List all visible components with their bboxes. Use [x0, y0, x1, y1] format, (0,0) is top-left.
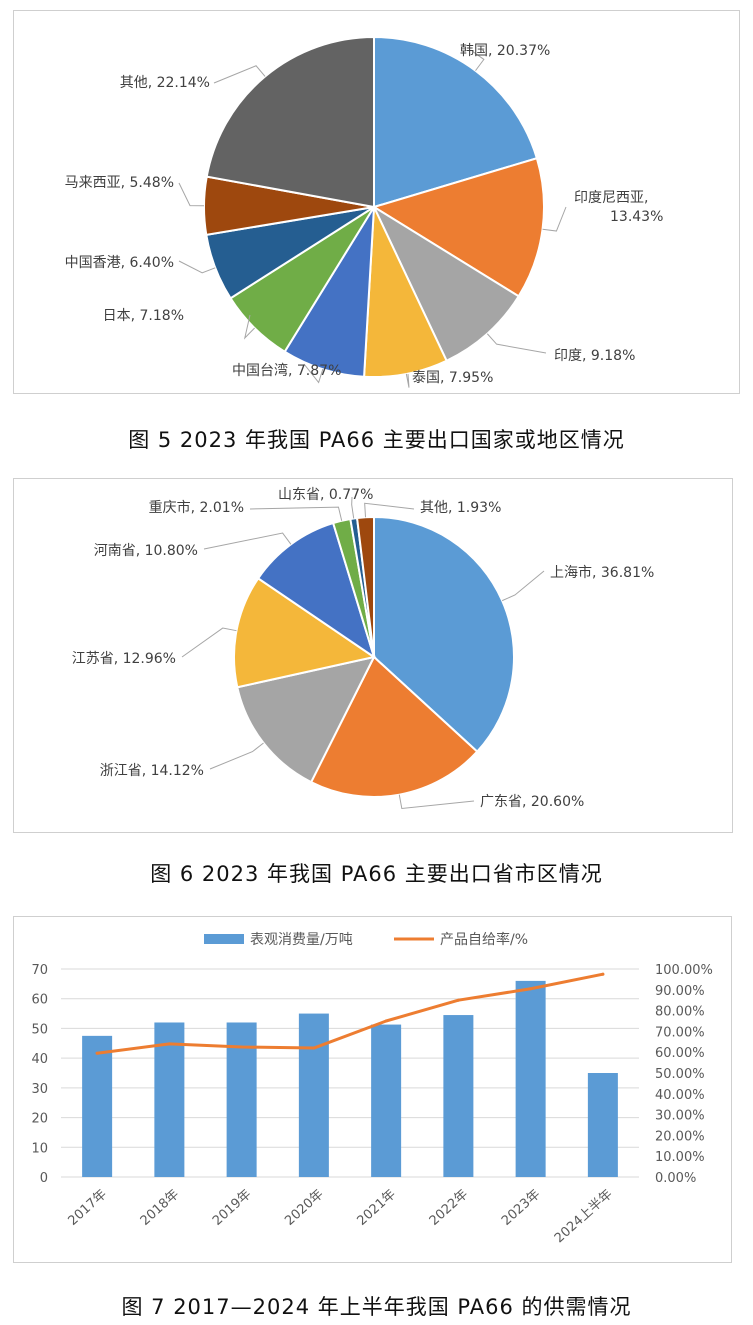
fig7-xtick-5: 2022年 [427, 1187, 471, 1229]
fig7-panel: 0 10 20 30 40 50 60 70 0.00% 10.00% 20.00% 30.00% 40… [13, 916, 732, 1263]
fig5-leader-2 [486, 333, 547, 354]
fig5-leader-6 [178, 260, 216, 274]
fig7-y2tick-4: 40.00% [655, 1088, 705, 1103]
fig6-label-5: 重庆市, 2.01% [149, 499, 244, 516]
fig5-label-3: 泰国, 7.95% [412, 370, 493, 386]
fig5-label-1: 印度尼西亚, [574, 190, 648, 206]
fig6-label-0: 上海市, 36.81% [550, 564, 654, 581]
fig6-leader-1 [398, 794, 475, 810]
fig6-slice-2 [236, 655, 376, 784]
fig7-xtick-0: 2017年 [66, 1187, 110, 1229]
fig5-pie-chart: 韩国, 20.37% 印度尼西亚, 13.43% 印度, 9.18% 泰国, 7.95%… [65, 35, 663, 388]
fig7-bar-6 [515, 980, 546, 1177]
fig5-label-0: 韩国, 20.37% [460, 43, 550, 59]
fig5-label-1-line2: 13.43% [610, 209, 663, 225]
fig7-ytick-3: 30 [31, 1082, 48, 1097]
fig6-leader-4 [203, 532, 292, 550]
fig6-caption: 图 6 2023 年我国 PA66 主要出口省市区情况 [150, 862, 603, 886]
fig7-y2tick-7: 70.00% [655, 1025, 705, 1040]
fig7-ytick-4: 40 [31, 1052, 48, 1067]
fig5-slice-0 [373, 35, 539, 209]
fig6-panel: 上海市, 36.81% 广东省, 20.60% 浙江省, 14.12% 江苏省, 12… [13, 478, 733, 833]
fig7-bar-7 [587, 1073, 618, 1177]
fig7-y2tick-8: 80.00% [655, 1005, 705, 1020]
fig6-label-2: 浙江省, 14.12% [100, 763, 204, 779]
fig5-label-5: 日本, 7.18% [103, 308, 184, 324]
fig7-y2tick-1: 10.00% [655, 1150, 705, 1165]
fig7-line-series [95, 972, 605, 1055]
fig7-line-point-0 [95, 1051, 99, 1055]
fig7-line-point-1 [167, 1042, 171, 1046]
fig7-ytick-2: 20 [31, 1112, 48, 1127]
fig7-line-point-6 [529, 987, 533, 991]
fig5-label-6: 中国香港, 6.40% [65, 255, 174, 271]
fig5-label-7: 马来西亚, 5.48% [65, 175, 174, 191]
fig5-leader-1 [542, 206, 567, 232]
fig7-xtick-4: 2021年 [355, 1187, 399, 1229]
fig6-label-4: 河南省, 10.80% [94, 543, 198, 559]
fig7-bar-0 [82, 1035, 113, 1177]
fig6-slice-0 [373, 515, 515, 754]
fig7-bar-4 [371, 1024, 402, 1177]
fig6-leader-0 [501, 570, 545, 602]
fig7-xtick-1: 2018年 [138, 1187, 182, 1229]
fig7-ytick-7: 70 [31, 963, 48, 978]
fig7-bar-5 [443, 1015, 474, 1177]
fig7-line-point-2 [240, 1045, 244, 1049]
fig7-y2tick-3: 30.00% [655, 1109, 705, 1124]
fig7-ytick-1: 10 [31, 1141, 48, 1156]
fig7-y2tick-0: 0.00% [655, 1171, 696, 1186]
fig7-y2tick-5: 50.00% [655, 1067, 705, 1082]
fig7-line-point-3 [312, 1046, 316, 1050]
fig5-leader-3 [405, 373, 410, 388]
fig7-line-point-4 [384, 1019, 388, 1023]
fig5-leader-4 [303, 363, 324, 384]
fig7-bar-3 [298, 1013, 329, 1177]
fig7-line-point-7 [601, 972, 605, 976]
fig6-leader-6 [351, 496, 355, 519]
fig5-leader-0 [471, 50, 485, 71]
fig5-slice-1 [371, 156, 545, 298]
fig7-xtick-6: 2023年 [499, 1187, 543, 1229]
fig6-leader-5 [249, 506, 343, 521]
fig6-leader-7 [364, 502, 415, 518]
fig7-ytick-5: 50 [31, 1022, 48, 1037]
fig7-legend-label-line: 产品自给率/% [440, 931, 528, 948]
fig7-legend-label-bar: 表观消费量/万吨 [250, 932, 353, 948]
fig7-bar-1 [154, 1022, 185, 1177]
fig7-ytick-0: 0 [40, 1171, 48, 1186]
fig6-label-7: 其他, 1.93% [420, 500, 501, 516]
fig6-pie-chart: 上海市, 36.81% 广东省, 20.60% 浙江省, 14.12% 江苏省, 12… [72, 487, 655, 810]
fig5-leader-5 [243, 314, 255, 340]
fig7-ytick-6: 60 [31, 993, 48, 1008]
fig6-slice-1 [309, 655, 479, 798]
fig5-label-4: 中国台湾, 7.87% [232, 362, 341, 379]
fig7-xtick-3: 2020年 [282, 1187, 326, 1229]
fig5-label-8: 其他, 22.14% [120, 75, 210, 91]
fig7-y2tick-2: 20.00% [655, 1129, 705, 1144]
fig6-leader-2 [209, 742, 264, 770]
fig6-label-6: 山东省, 0.77% [278, 487, 373, 503]
fig5-caption: 图 5 2023 年我国 PA66 主要出口国家或地区情况 [128, 428, 625, 452]
fig5-leader-7 [178, 182, 205, 207]
fig7-y2tick-6: 60.00% [655, 1046, 705, 1061]
fig7-combo-chart: 0 10 20 30 40 50 60 70 0.00% 10.00% 20.00% 30.00% 40… [31, 931, 713, 1246]
fig7-y2tick-10: 100.00% [655, 963, 713, 978]
fig7-xtick-2: 2019年 [210, 1187, 254, 1229]
fig7-caption: 图 7 2017—2024 年上半年我国 PA66 的供需情况 [121, 1295, 632, 1319]
fig5-panel: 韩国, 20.37% 印度尼西亚, 13.43% 印度, 9.18% 泰国, 7.95%… [13, 10, 740, 394]
fig7-line-point-5 [456, 998, 460, 1002]
fig5-slice-8 [205, 35, 375, 209]
fig7-xtick-7: 2024上半年 [552, 1187, 616, 1246]
fig6-label-3: 江苏省, 12.96% [72, 651, 176, 667]
fig5-leader-8 [213, 65, 266, 84]
fig5-label-2: 印度, 9.18% [554, 348, 635, 364]
fig6-leader-3 [181, 627, 237, 658]
fig7-y2tick-9: 90.00% [655, 984, 705, 999]
fig7-legend-swatch-bar [204, 934, 244, 944]
fig6-label-1: 广东省, 20.60% [480, 794, 584, 810]
